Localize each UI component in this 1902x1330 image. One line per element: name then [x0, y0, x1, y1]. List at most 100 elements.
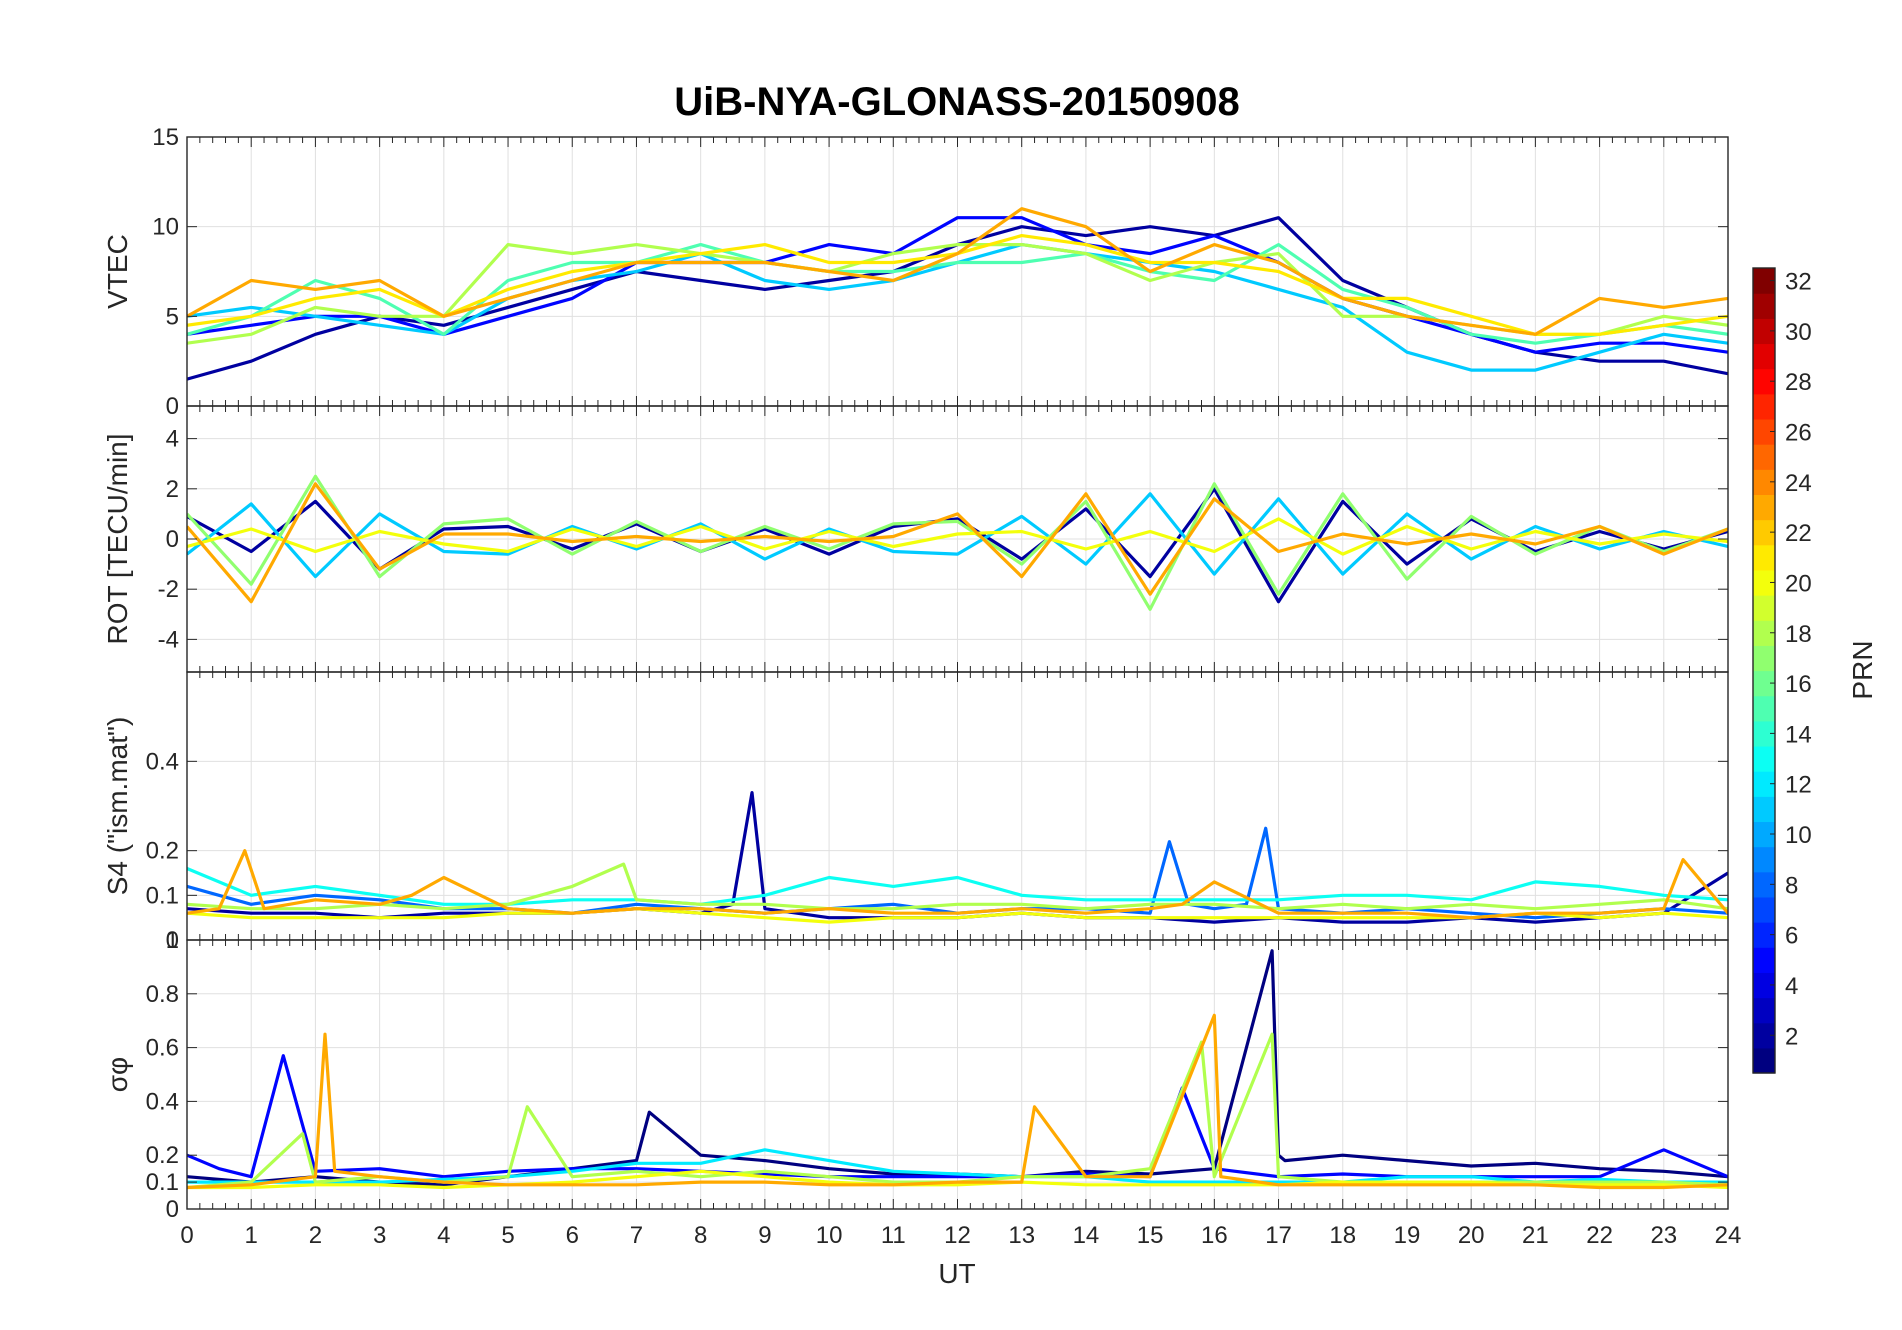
colorbar-segment	[1753, 1047, 1775, 1074]
colorbar-tick-label: 2	[1785, 1023, 1798, 1050]
colorbar-tick-label: 22	[1785, 520, 1812, 547]
series-line-prn-2	[187, 487, 1728, 604]
x-tick-label: 12	[944, 1222, 971, 1249]
y-axis-label-sigma-phi: σφ	[102, 1057, 133, 1092]
y-tick-label: 5	[166, 303, 179, 330]
colorbar-tick-label: 30	[1785, 319, 1812, 346]
colorbar-segment	[1753, 896, 1775, 923]
y-tick-label: 0.1	[146, 882, 179, 909]
colorbar-tick-label: 20	[1785, 570, 1812, 597]
y-tick-label: 1	[166, 927, 179, 954]
colorbar-segment	[1753, 544, 1775, 571]
minor-ticks	[186, 939, 1729, 1210]
colorbar-segment	[1753, 620, 1775, 646]
colorbar-tick-label: 26	[1785, 420, 1812, 447]
y-tick-label: 0	[166, 393, 179, 420]
x-tick-label: 21	[1522, 1222, 1549, 1249]
x-axis: 0 1 2 3 4 5 6 7 8 9 10 11 12 13 14 15 16 17 18 19 20 21 22 23 24	[180, 1222, 1741, 1249]
x-tick-label: 14	[1073, 1222, 1100, 1249]
series-line-prn-20	[187, 1169, 1728, 1190]
colorbar-label: PRN	[1847, 640, 1878, 699]
x-tick-label: 7	[630, 1222, 643, 1249]
x-tick-label: 6	[566, 1222, 579, 1249]
x-tick-label: 0	[180, 1222, 193, 1249]
series-line-prn-17	[187, 474, 1728, 611]
colorbar-segment	[1753, 972, 1775, 999]
series-line-prn-15	[187, 243, 1728, 345]
y-tick-label: 15	[152, 124, 179, 151]
colorbar-tick-label: 8	[1785, 872, 1798, 899]
y-tick-label: 0.1	[146, 1169, 179, 1196]
series-line-prn-23	[187, 482, 1728, 604]
series-group	[187, 207, 1728, 381]
y-tick-label: 2	[166, 476, 179, 503]
x-tick-label: 18	[1329, 1222, 1356, 1249]
colorbar-segment	[1753, 922, 1775, 948]
colorbar-segment	[1753, 771, 1775, 797]
x-tick-label: 24	[1715, 1222, 1742, 1249]
x-tick-label: 22	[1586, 1222, 1613, 1249]
y-tick-label: 0.4	[146, 748, 179, 775]
x-tick-label: 15	[1137, 1222, 1164, 1249]
x-tick-label: 3	[373, 1222, 386, 1249]
series-group	[187, 791, 1728, 924]
colorbar-segment	[1753, 519, 1775, 546]
colorbar-segment	[1753, 821, 1775, 848]
y-tick-label: 0.4	[146, 1088, 179, 1115]
x-tick-label: 20	[1458, 1222, 1485, 1249]
chart-title: UiB-NYA-GLONASS-20150908	[674, 80, 1239, 124]
colorbar-segment	[1753, 720, 1775, 747]
colorbar-segment	[1753, 670, 1775, 697]
y-tick-label: 0.8	[146, 981, 179, 1008]
x-tick-label: 10	[816, 1222, 843, 1249]
colorbar-segment	[1753, 871, 1775, 898]
y-tick-label: -2	[158, 576, 179, 603]
x-tick-label: 23	[1650, 1222, 1677, 1249]
series-group	[187, 474, 1728, 611]
colorbar-tick-label: 14	[1785, 721, 1812, 748]
series-group	[187, 949, 1728, 1190]
x-tick-label: 17	[1265, 1222, 1292, 1249]
colorbar-segment	[1753, 469, 1775, 496]
colorbar-segment	[1753, 796, 1775, 823]
colorbar-tick-label: 32	[1785, 269, 1812, 296]
y-tick-label: -4	[158, 626, 179, 653]
colorbar-tick-label: 4	[1785, 973, 1798, 1000]
colorbar-tick-label: 28	[1785, 369, 1812, 396]
panel-s4: 0 0.1 0.2 0.4 S4 ("ism.mat")	[102, 671, 1729, 954]
series-line-prn-12	[187, 1148, 1728, 1184]
colorbar-segment	[1753, 745, 1775, 772]
x-tick-label: 16	[1201, 1222, 1228, 1249]
x-tick-label: 4	[437, 1222, 450, 1249]
colorbar-segment	[1753, 997, 1775, 1024]
y-tick-label: 4	[166, 426, 179, 453]
colorbar-tick-label: 24	[1785, 470, 1812, 497]
colorbar-segment	[1753, 846, 1775, 873]
colorbar-segment	[1753, 418, 1775, 445]
colorbar-tick-label: 10	[1785, 822, 1812, 849]
colorbar-frame	[1752, 267, 1776, 1074]
colorbar-segment	[1753, 569, 1775, 596]
series-line-prn-18	[187, 862, 1728, 911]
y-tick-label: 0.2	[146, 1142, 179, 1169]
colorbar-segment	[1753, 595, 1775, 621]
y-tick-label: 0.2	[146, 838, 179, 865]
colorbar-segment	[1753, 293, 1775, 319]
y-tick-label: 10	[152, 214, 179, 241]
x-tick-label: 11	[881, 1222, 906, 1249]
colorbar-segment	[1753, 947, 1775, 973]
colorbar-segment	[1753, 368, 1775, 395]
minor-ticks	[186, 672, 1729, 941]
colorbar-segment	[1753, 318, 1775, 345]
y-axis-label-s4: S4 ("ism.mat")	[102, 717, 133, 896]
series-line-prn-23	[187, 1013, 1728, 1190]
x-axis-label: UT	[938, 1258, 975, 1289]
colorbar-segment	[1753, 393, 1775, 420]
series-line-prn-23	[187, 207, 1728, 336]
series-line-prn-13	[187, 867, 1728, 906]
x-tick-label: 2	[309, 1222, 322, 1249]
y-tick-label: 0	[166, 927, 179, 954]
